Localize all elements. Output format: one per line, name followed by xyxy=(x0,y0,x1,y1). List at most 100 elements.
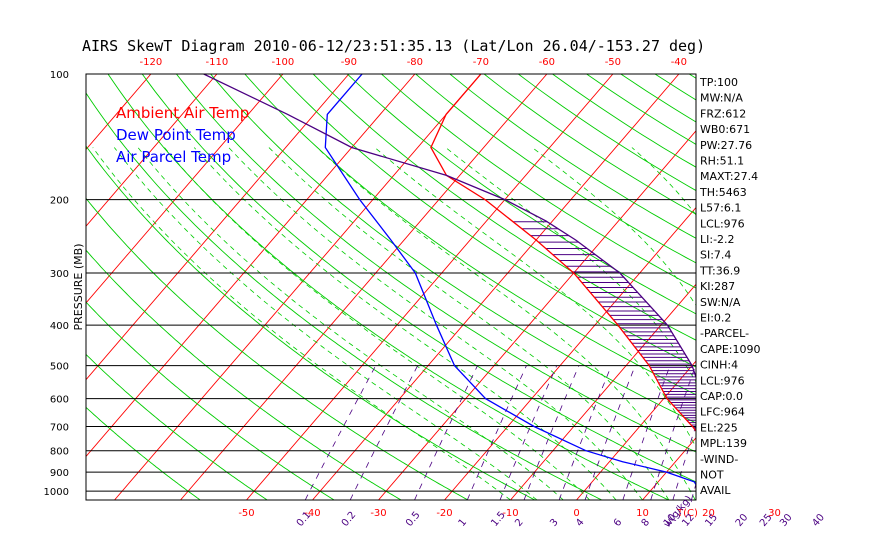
stability-index-item: MPL:139 xyxy=(700,437,747,450)
mixing-ratio-line xyxy=(349,365,419,500)
dry-adiabat-line xyxy=(86,353,268,500)
stability-index-item: SI:7.4 xyxy=(700,249,731,262)
mixing-ratio-line xyxy=(769,366,804,500)
mixing-ratio-label: 2 xyxy=(513,517,526,529)
bottom-temp-tick-label: -50 xyxy=(238,508,254,519)
stability-index-item: NOT xyxy=(700,469,724,482)
stability-index-item: PW:27.76 xyxy=(700,139,752,152)
stability-index-item: LCL:976 xyxy=(700,374,745,387)
mixing-ratio-line xyxy=(822,366,852,500)
isotherm-line xyxy=(775,74,870,500)
isotherm-line xyxy=(86,74,152,151)
dewpoint-line xyxy=(324,74,696,487)
pressure-tick-label: 400 xyxy=(50,321,69,332)
dry-adiabat-line xyxy=(107,74,669,500)
mixing-ratio-line xyxy=(304,365,377,500)
moist-adiabat-line xyxy=(137,147,564,500)
mixing-ratio-label: 40 xyxy=(810,512,827,529)
mixing-ratio-line xyxy=(622,365,671,500)
isotherm-line xyxy=(180,74,548,500)
dry-adiabat-line xyxy=(381,74,696,289)
pressure-tick-label: 600 xyxy=(50,395,69,406)
top-temp-tick-label: -40 xyxy=(671,57,687,68)
mixing-ratio-line xyxy=(745,366,782,500)
dry-adiabat-line xyxy=(86,406,201,500)
mixing-ratio-line xyxy=(650,365,696,500)
stability-index-item: FRZ:612 xyxy=(700,107,746,120)
moist-adiabat-line xyxy=(113,147,538,500)
ambient-temp-line xyxy=(430,74,696,433)
top-temp-tick-label: -70 xyxy=(473,57,489,68)
legend-entry: Air Parcel Temp xyxy=(116,148,231,166)
isotherm-line xyxy=(312,74,680,500)
dry-adiabat-line xyxy=(141,74,696,483)
mixing-ratio-line xyxy=(466,365,527,500)
top-temp-tick-label: -80 xyxy=(407,57,423,68)
stability-index-item: RH:51.1 xyxy=(700,155,744,168)
isotherm-line xyxy=(642,437,696,500)
stability-index-item: -WIND- xyxy=(700,453,738,466)
stability-index-item: CAP:0.0 xyxy=(700,390,743,403)
isotherm-line xyxy=(444,206,696,500)
dry-adiabat-line xyxy=(654,74,696,101)
isotherm-line xyxy=(114,74,482,500)
dry-adiabat-line xyxy=(415,74,696,264)
dry-adiabat-line xyxy=(244,74,696,396)
dry-adiabat-line xyxy=(758,74,870,500)
stability-index-item: EL:225 xyxy=(700,421,738,434)
stability-index-item: WB0:671 xyxy=(700,123,750,136)
mixing-ratio-line xyxy=(558,365,612,500)
mixing-ratio-line xyxy=(523,365,580,500)
dry-adiabat-line xyxy=(86,301,335,500)
dry-adiabat-line xyxy=(210,74,696,424)
top-temp-tick-label: -90 xyxy=(341,57,357,68)
pressure-tick-label: 1000 xyxy=(44,487,69,498)
parcel-temp-line xyxy=(203,74,696,380)
pressure-tick-label: 500 xyxy=(50,362,69,373)
bottom-temp-tick-label: 0 xyxy=(573,508,579,519)
moist-adiabat-line xyxy=(802,148,854,501)
bottom-temp-tick-label: -30 xyxy=(370,508,386,519)
stability-index-item: L57:6.1 xyxy=(700,202,741,215)
bottom-temp-tick-label: -20 xyxy=(436,508,452,519)
mixing-ratio-line xyxy=(790,366,823,500)
top-temp-tick-label: -100 xyxy=(272,57,295,68)
mixing-ratio-label: 4 xyxy=(574,517,587,529)
stability-index-item: SW:N/A xyxy=(700,296,741,309)
mixing-ratio-label: 3 xyxy=(548,517,561,529)
isotherm-line xyxy=(86,74,284,304)
pressure-tick-label: 900 xyxy=(50,468,69,479)
isotherm-line xyxy=(841,74,870,500)
stability-index-item: CINH:4 xyxy=(700,359,738,372)
dry-adiabat-line xyxy=(346,74,696,315)
stability-index-item: MAXT:27.4 xyxy=(700,170,758,183)
bottom-temp-tick-label: 30 xyxy=(768,508,781,519)
dry-adiabat-line xyxy=(86,197,469,500)
dry-adiabat-line xyxy=(792,74,870,500)
dry-adiabat-line xyxy=(86,249,402,500)
mixing-ratio-line xyxy=(584,365,636,500)
top-temp-tick-label: -120 xyxy=(140,57,163,68)
bottom-temp-tick-label: 20 xyxy=(702,508,715,519)
mixing-ratio-label: 0.2 xyxy=(340,510,359,529)
isotherm-line xyxy=(576,360,696,500)
dry-adiabat-line xyxy=(86,145,536,500)
pressure-tick-label: 700 xyxy=(50,423,69,434)
pressure-tick-label: 100 xyxy=(50,70,69,81)
pressure-tick-label: 200 xyxy=(50,196,69,207)
dry-adiabat-line xyxy=(860,74,870,500)
stability-index-item: AVAIL xyxy=(700,484,731,497)
top-temp-tick-label: -50 xyxy=(605,57,621,68)
stability-index-item: CAPE:1090 xyxy=(700,343,761,356)
mixing-ratio-line xyxy=(672,424,696,500)
pressure-tick-label: 800 xyxy=(50,447,69,458)
isotherm-line xyxy=(86,74,350,381)
legend-entry: Dew Point Temp xyxy=(116,126,236,144)
mixing-ratio-line xyxy=(499,365,558,500)
moist-adiabat-line xyxy=(374,147,696,448)
mixing-ratio-label: 1 xyxy=(457,517,470,529)
moist-adiabat-line xyxy=(193,147,617,500)
isotherm-line xyxy=(378,130,696,500)
y-axis-label: PRESSURE (MB) xyxy=(72,244,85,331)
